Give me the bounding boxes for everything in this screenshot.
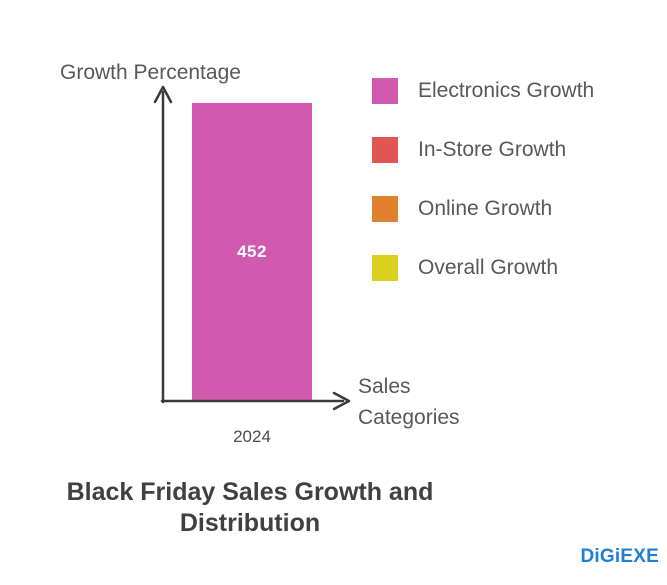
legend-item: Online Growth	[372, 196, 594, 222]
legend-swatch-icon	[372, 196, 398, 222]
bar-electronics-2024: 452	[192, 103, 312, 400]
x-axis-arrow-icon	[332, 391, 351, 411]
y-axis-label: Growth Percentage	[60, 61, 241, 84]
axes	[153, 85, 351, 411]
category-label-2024: 2024	[233, 427, 271, 446]
digiexe-logo: DiGiEXE	[580, 546, 659, 567]
legend-item-label: Electronics Growth	[418, 79, 595, 102]
legend-swatch-icon	[372, 137, 398, 163]
y-axis	[153, 85, 173, 404]
legend-item: Electronics Growth	[372, 78, 594, 104]
legend-swatch-icon	[372, 78, 398, 104]
legend-item-label: Online Growth	[418, 197, 553, 220]
x-axis	[160, 391, 351, 411]
legend-item-label: Overall Growth	[418, 256, 559, 279]
bar-value-label: 452	[237, 241, 267, 261]
legend-swatch-icon	[372, 255, 398, 281]
y-axis-arrow-icon	[153, 85, 173, 104]
legend: Electronics Growth In-Store Growth Onlin…	[372, 78, 594, 314]
legend-item-label: In-Store Growth	[418, 138, 567, 161]
legend-item: In-Store Growth	[372, 137, 594, 163]
chart-title: Black Friday Sales Growth and Distributi…	[66, 478, 434, 537]
x-axis-label: Sales Categories	[358, 375, 460, 429]
legend-item: Overall Growth	[372, 255, 594, 281]
